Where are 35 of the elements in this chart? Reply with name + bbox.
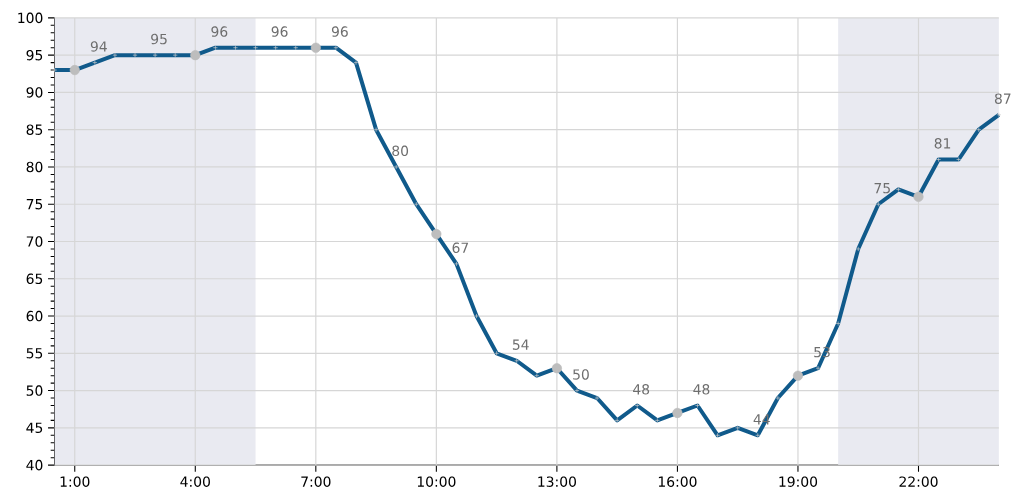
y-tick-label: 100 — [18, 12, 43, 23]
data-label: 75 — [874, 182, 890, 194]
y-tick-label: 80 — [26, 161, 43, 173]
y-tick-label: 85 — [26, 124, 43, 135]
y-tick-label: 65 — [26, 273, 43, 284]
y-tick-label: 60 — [26, 310, 43, 322]
data-label: 96 — [271, 26, 288, 37]
x-tick-label: 10:00 — [417, 476, 456, 487]
x-tick-label: 13:00 — [538, 476, 576, 487]
data-label: 96 — [211, 26, 228, 37]
data-label: 87 — [994, 93, 1011, 104]
data-label: 80 — [392, 145, 409, 156]
x-tick-label: 22:00 — [899, 476, 938, 487]
data-label: 96 — [331, 26, 348, 37]
data-label: 54 — [512, 339, 529, 350]
data-label: 48 — [633, 383, 650, 395]
x-tick-label: 4:00 — [180, 476, 210, 487]
y-tick-label: 40 — [26, 459, 43, 471]
y-tick-label: 50 — [26, 385, 43, 396]
y-tick-label: 90 — [26, 86, 43, 98]
y-tick-label: 95 — [26, 49, 43, 61]
y-tick-label: 70 — [26, 236, 43, 247]
y-tick-label: 45 — [26, 422, 43, 433]
data-label: 95 — [151, 33, 167, 45]
y-tick-label: 75 — [26, 198, 43, 210]
data-label: 67 — [452, 242, 469, 253]
x-tick-label: 16:00 — [658, 476, 697, 487]
data-label: 94 — [90, 41, 107, 52]
x-tick-label: 1:00 — [60, 476, 90, 487]
x-tick-label: 19:00 — [779, 476, 818, 487]
data-label: 81 — [934, 137, 951, 149]
y-tick-label: 55 — [26, 347, 43, 359]
data-label: 48 — [693, 383, 710, 395]
data-label: 50 — [573, 369, 589, 380]
x-tick-label: 7:00 — [301, 476, 331, 487]
